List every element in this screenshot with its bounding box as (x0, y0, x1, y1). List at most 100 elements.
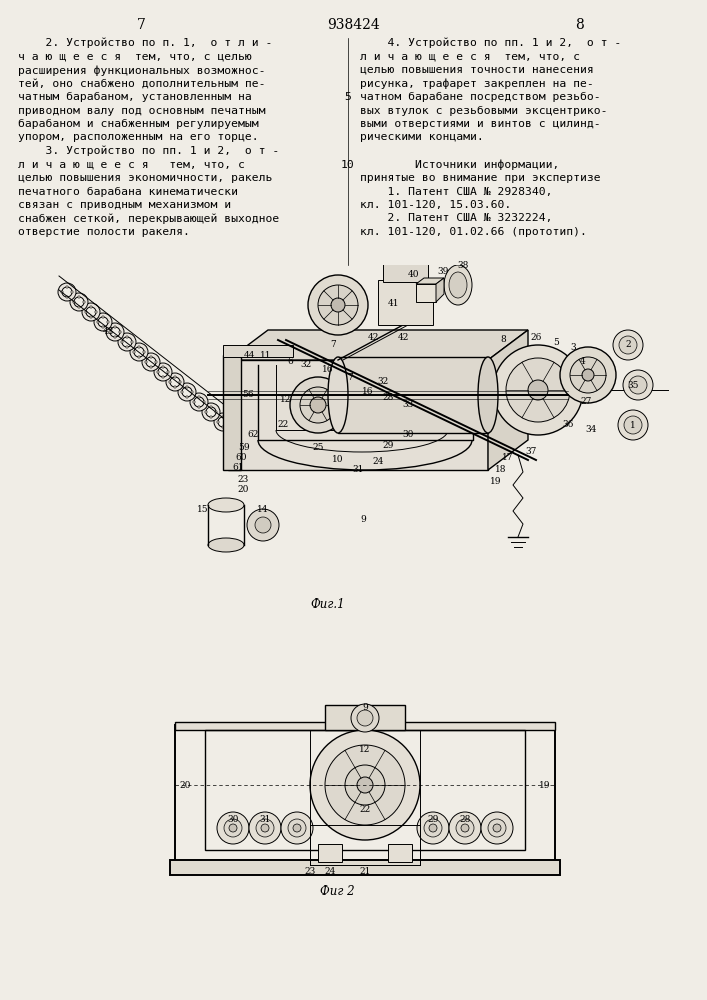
Bar (175, 725, 555, 865)
Text: 38: 38 (457, 261, 469, 270)
Text: 16: 16 (322, 365, 334, 374)
Text: 61: 61 (233, 462, 244, 472)
Circle shape (357, 777, 373, 793)
Circle shape (186, 396, 188, 398)
Circle shape (107, 321, 109, 323)
Circle shape (222, 426, 224, 428)
Circle shape (155, 361, 157, 363)
Circle shape (182, 387, 192, 397)
Circle shape (481, 812, 513, 844)
Circle shape (142, 353, 160, 371)
Ellipse shape (478, 357, 498, 433)
Circle shape (623, 370, 653, 400)
Text: 35: 35 (627, 381, 638, 390)
Text: л и ч а ю щ е е с я  тем, что, с: л и ч а ю щ е е с я тем, что, с (360, 51, 580, 62)
Text: 36: 36 (562, 420, 573, 429)
Circle shape (206, 407, 216, 417)
Text: 32: 32 (300, 360, 312, 369)
Circle shape (560, 347, 616, 403)
Text: 5: 5 (553, 338, 559, 347)
Circle shape (318, 285, 358, 325)
Circle shape (214, 413, 232, 431)
Text: 11: 11 (260, 351, 271, 360)
Text: упором, расположенным на его торце.: упором, расположенным на его торце. (18, 132, 259, 142)
Circle shape (102, 316, 104, 318)
Text: 26: 26 (530, 333, 542, 342)
Text: 10: 10 (332, 456, 344, 464)
Ellipse shape (449, 272, 467, 298)
Text: расширения функциональных возможнос-: расширения функциональных возможнос- (18, 65, 266, 76)
Bar (310, 825, 420, 865)
Circle shape (90, 316, 92, 318)
Polygon shape (228, 330, 528, 360)
Circle shape (217, 421, 219, 423)
Text: 16: 16 (362, 387, 374, 396)
Circle shape (222, 416, 224, 418)
Text: тей, оно снабжено дополнительным пе-: тей, оно снабжено дополнительным пе- (18, 79, 266, 89)
Circle shape (288, 819, 306, 837)
Text: кл. 101-120, 01.02.66 (прототип).: кл. 101-120, 01.02.66 (прототип). (360, 227, 587, 237)
Circle shape (122, 337, 132, 347)
Circle shape (194, 397, 204, 407)
Circle shape (154, 363, 172, 381)
Text: кл. 101-120, 15.03.60.: кл. 101-120, 15.03.60. (360, 200, 511, 210)
Polygon shape (436, 278, 444, 302)
Text: целью повышения точности нанесения: целью повышения точности нанесения (360, 65, 594, 75)
Circle shape (138, 346, 140, 348)
Circle shape (118, 333, 136, 351)
Circle shape (247, 509, 279, 541)
Circle shape (190, 393, 208, 411)
Circle shape (178, 383, 196, 401)
Text: 2: 2 (625, 340, 631, 349)
Circle shape (429, 824, 437, 832)
Circle shape (186, 386, 188, 388)
Circle shape (167, 371, 169, 373)
Circle shape (449, 812, 481, 844)
Circle shape (293, 824, 301, 832)
Text: 8: 8 (575, 18, 584, 32)
Circle shape (66, 286, 68, 288)
Text: 39: 39 (438, 267, 449, 276)
Text: барабаном и снабженным регулируемым: барабаном и снабженным регулируемым (18, 119, 259, 129)
Text: 24: 24 (373, 458, 384, 466)
Polygon shape (416, 278, 444, 284)
Circle shape (130, 343, 148, 361)
Circle shape (157, 371, 159, 373)
Circle shape (191, 391, 193, 393)
Text: 40: 40 (407, 270, 419, 279)
Circle shape (109, 331, 111, 333)
Circle shape (106, 323, 124, 341)
Text: вых втулок с резьбовыми эксцентрико-: вых втулок с резьбовыми эксцентрико- (360, 105, 607, 116)
Circle shape (198, 396, 200, 398)
Circle shape (150, 356, 152, 358)
Bar (318, 844, 342, 862)
Text: 9: 9 (362, 702, 368, 712)
Circle shape (227, 421, 229, 423)
Circle shape (71, 291, 74, 293)
Circle shape (345, 765, 385, 805)
Text: 19: 19 (490, 478, 502, 487)
Text: связан с приводным механизмом и: связан с приводным механизмом и (18, 200, 231, 210)
Text: рисунка, трафарет закреплен на пе-: рисунка, трафарет закреплен на пе- (360, 79, 594, 89)
Text: принятые во внимание при экспертизе: принятые во внимание при экспертизе (360, 173, 601, 183)
Text: 33: 33 (402, 400, 414, 409)
Text: 2. Патент США № 3232224,: 2. Патент США № 3232224, (360, 214, 552, 224)
Circle shape (229, 824, 237, 832)
Circle shape (102, 326, 104, 328)
Circle shape (90, 306, 92, 308)
Circle shape (169, 381, 171, 383)
Text: Фиг 2: Фиг 2 (320, 885, 355, 898)
Text: 18: 18 (495, 466, 507, 475)
Text: 28: 28 (460, 816, 471, 824)
Circle shape (424, 819, 442, 837)
Circle shape (174, 376, 176, 378)
Polygon shape (416, 284, 436, 302)
Circle shape (150, 366, 152, 368)
Circle shape (138, 356, 140, 358)
Text: 7: 7 (347, 373, 353, 382)
Text: Источники информации,: Источники информации, (360, 159, 559, 170)
Circle shape (78, 306, 80, 308)
Text: 28: 28 (382, 393, 394, 402)
Circle shape (86, 307, 96, 317)
Polygon shape (228, 360, 488, 470)
